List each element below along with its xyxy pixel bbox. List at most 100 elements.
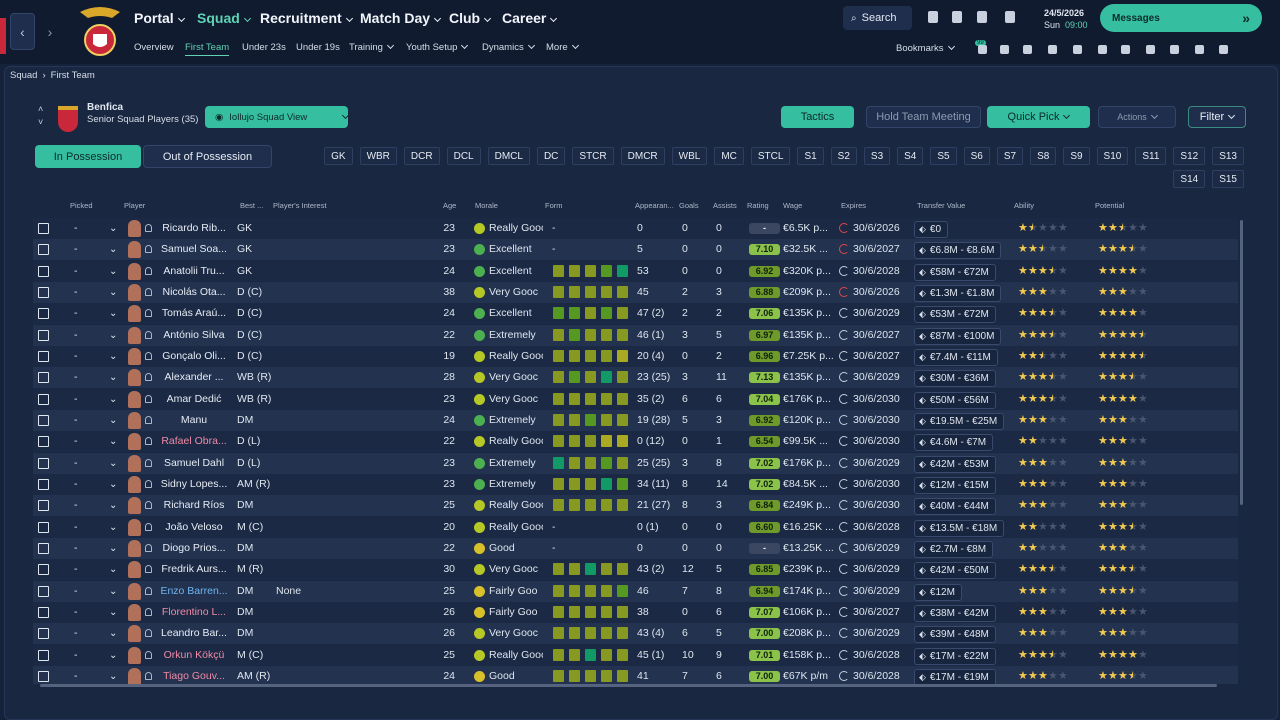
breadcrumb-item[interactable]: Squad (10, 70, 38, 81)
view-dropdown[interactable]: ◉ Iollujo Squad View (205, 106, 348, 128)
expand-chevron[interactable]: ⌄ (109, 329, 118, 341)
quick-icon[interactable] (1000, 45, 1009, 54)
sub-tab[interactable]: Training (349, 42, 393, 53)
column-header[interactable]: Picked (70, 201, 93, 210)
back-button[interactable]: ‹ (10, 13, 35, 50)
quick-icon[interactable] (1098, 45, 1107, 54)
checkbox[interactable] (38, 585, 49, 597)
player-row[interactable]: - ⌄ Amar Dedić WB (R) 23 Very Gooc 35 (2) 6 6 7.0… (33, 388, 1238, 410)
player-row[interactable]: - ⌄ Diogo Prios... DM 22 Good -0 0 0- €13.25K ...… (33, 537, 1238, 559)
search-box[interactable]: ⌕ Search (843, 6, 912, 30)
tactics-button[interactable]: Tactics (781, 106, 854, 128)
player-name[interactable]: Samuel Soa... (161, 243, 227, 256)
position-chip[interactable]: S6 (963, 147, 990, 165)
column-header[interactable]: Assists (713, 201, 737, 210)
checkbox[interactable] (38, 286, 49, 298)
position-chip[interactable]: S12 (1173, 147, 1206, 165)
checkbox[interactable] (38, 329, 49, 341)
checkbox[interactable] (38, 649, 49, 661)
player-name[interactable]: Ricardo Rib... (162, 222, 226, 234)
column-header[interactable]: Rating (747, 201, 769, 210)
toolbar-icon[interactable] (1005, 11, 1015, 23)
nav-tab[interactable]: Career (502, 10, 556, 26)
expand-chevron[interactable]: ⌄ (109, 457, 118, 469)
team-switcher[interactable]: ˄ ˅ (38, 104, 44, 127)
player-row[interactable]: - ⌄ Alexander ... WB (R) 28 Very Gooc 23 (25) 3… (33, 367, 1238, 389)
position-chip[interactable]: S4 (897, 147, 924, 165)
player-name[interactable]: Richard Ríos (163, 499, 225, 512)
player-name[interactable]: Nicolás Ota... (162, 285, 226, 298)
player-name[interactable]: Orkun Kökçü (163, 648, 225, 661)
player-row[interactable]: - ⌄ Leandro Bar... DM 26 Very Gooc 43 (4) 6 5 7.0… (33, 623, 1238, 645)
player-name[interactable]: Diogo Prios... (162, 541, 226, 554)
column-header[interactable]: Appearan... (635, 201, 674, 210)
column-header[interactable]: Potential (1095, 201, 1125, 210)
player-row[interactable]: - ⌄ Richard Ríos DM 25 Really Gooc 21 (27) 8 3 6.… (33, 495, 1238, 517)
checkbox[interactable] (38, 244, 49, 256)
player-row[interactable]: - ⌄ Tomás Araú... D (C) 24 Excellent 47 (2) 2 2 7… (33, 303, 1238, 325)
toolbar-icon[interactable] (952, 11, 962, 23)
expand-chevron[interactable]: ⌄ (109, 265, 118, 277)
player-row[interactable]: - ⌄ Florentino L... DM 26 Fairly Goo 38 0 6 7.07 €… (33, 601, 1238, 623)
player-row[interactable]: - ⌄ Nicolás Ota... D (C) 38 Very Gooc 45 2 3 6.88… (33, 281, 1238, 303)
player-row[interactable]: - ⌄ Anatolii Tru... GK 24 Excellent 53 0 0 6.92 €3… (33, 260, 1238, 282)
checkbox[interactable] (38, 223, 49, 234)
checkbox[interactable] (38, 350, 49, 362)
player-row[interactable]: - ⌄ Gonçalo Oli... D (C) 19 Really Gooc 20 (4)… (33, 345, 1238, 367)
expand-chevron[interactable]: ⌄ (109, 500, 118, 512)
player-row[interactable]: - ⌄ Tiago Gouv... AM (R) 24 Good 41 7 6 7.00 €67K … (33, 665, 1238, 684)
expand-chevron[interactable]: ⌄ (109, 585, 118, 597)
column-header[interactable]: Expires (841, 201, 867, 210)
checkbox[interactable] (38, 500, 49, 512)
checkbox[interactable] (38, 372, 49, 384)
forward-button[interactable]: › (47, 23, 53, 40)
checkbox[interactable] (38, 628, 49, 640)
quick-icon[interactable] (1048, 45, 1057, 54)
position-chip[interactable]: WBL (671, 147, 708, 165)
bookmarks[interactable]: Bookmarks (896, 43, 954, 54)
checkbox[interactable] (38, 308, 49, 320)
checkbox[interactable] (38, 265, 49, 277)
quick-icon[interactable] (1170, 45, 1179, 54)
player-row[interactable]: - ⌄ Ricardo Rib... GK 23 Really Gooc -0 0 0- €6.5… (33, 218, 1238, 239)
nav-tab[interactable]: Recruitment (260, 10, 352, 26)
team-meeting-button[interactable]: Hold Team Meeting (866, 106, 981, 128)
quick-icon[interactable] (978, 45, 987, 54)
expand-chevron[interactable]: ⌄ (109, 223, 118, 234)
player-name[interactable]: João Veloso (165, 520, 223, 533)
player-name[interactable]: Amar Dedić (166, 392, 222, 405)
expand-chevron[interactable]: ⌄ (109, 606, 118, 618)
player-name[interactable]: Tiago Gouv... (163, 669, 225, 682)
quick-pick-button[interactable]: Quick Pick (987, 106, 1090, 128)
player-row[interactable]: - ⌄ Samuel Soa... GK 23 Excellent - 5 0 0 7.10 €32.… (33, 239, 1238, 261)
nav-tab[interactable]: Squad (197, 10, 250, 26)
quick-icon[interactable] (1146, 45, 1155, 54)
expand-chevron[interactable]: ⌄ (109, 628, 118, 640)
player-name[interactable]: António Silva (163, 328, 225, 341)
toolbar-icon[interactable] (928, 11, 938, 23)
player-row[interactable]: - ⌄ António Silva D (C) 22 Extremely 46 (1) 3 5 6… (33, 324, 1238, 346)
breadcrumb-item[interactable]: First Team (50, 70, 95, 81)
player-name[interactable]: Leandro Bar... (161, 627, 227, 640)
position-chip[interactable]: S14 (1173, 170, 1206, 188)
horizontal-scrollbar[interactable] (40, 684, 1217, 687)
player-row[interactable]: - ⌄ Rafael Obra... D (L) 22 Really Gooc 0 (12)… (33, 431, 1238, 453)
player-name[interactable]: Sidny Lopes... (160, 477, 228, 490)
actions-button[interactable]: Actions (1098, 106, 1176, 128)
column-header[interactable]: Transfer Value (917, 201, 966, 210)
quick-icon[interactable] (1073, 45, 1082, 54)
position-chip[interactable]: S9 (1063, 147, 1090, 165)
position-chip[interactable]: S1 (797, 147, 824, 165)
position-chip[interactable]: STCR (572, 147, 614, 165)
position-chip[interactable]: DC (536, 147, 566, 165)
sub-tab[interactable]: First Team (185, 42, 230, 56)
player-name[interactable]: Gonçalo Oli... (162, 349, 226, 362)
expand-chevron[interactable]: ⌄ (109, 393, 118, 405)
position-chip[interactable]: S10 (1096, 147, 1129, 165)
player-row[interactable]: - ⌄ Samuel Dahl D (L) 23 Extremely 25 (25) 3 8 7.… (33, 452, 1238, 474)
player-name[interactable]: Alexander ... (164, 371, 224, 384)
checkbox[interactable] (38, 414, 49, 426)
column-header[interactable]: Player's Interest (273, 201, 327, 210)
checkbox[interactable] (38, 521, 49, 533)
position-chip[interactable]: DMCL (487, 147, 530, 165)
